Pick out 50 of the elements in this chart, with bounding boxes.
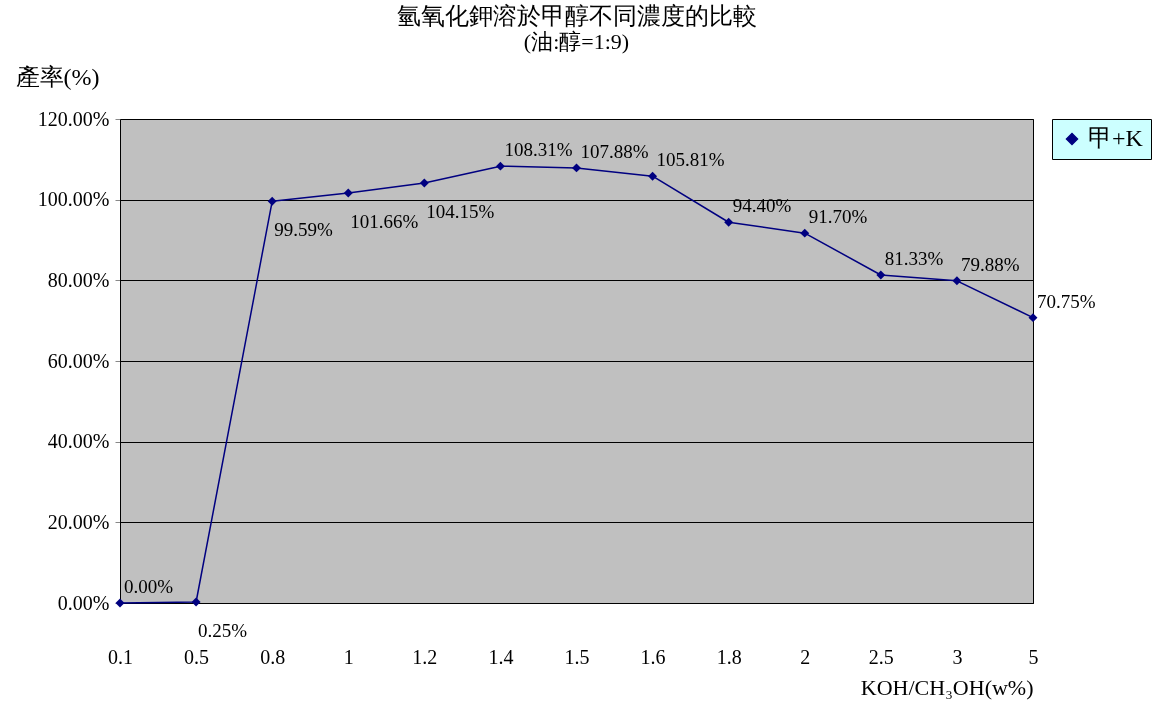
data-label: 104.15%: [426, 200, 495, 222]
x-tick-label: 1: [343, 645, 354, 668]
y-tick-label: 0.00%: [57, 591, 110, 614]
data-label: 107.88%: [580, 140, 649, 162]
point: [1028, 313, 1038, 323]
data-label: 99.59%: [274, 219, 333, 241]
legend-label: 甲+K: [1088, 125, 1144, 151]
x-tick-label: 1.6: [640, 645, 666, 668]
point: [191, 597, 201, 607]
data-label: 101.66%: [350, 210, 419, 232]
data-label: 0.25%: [198, 619, 248, 641]
point: [495, 161, 505, 171]
point: [648, 171, 658, 181]
point: [267, 196, 277, 206]
chart-title: 氫氧化鉀溶於甲醇不同濃度的比較: [396, 3, 757, 29]
y-tick-label: 40.00%: [47, 430, 110, 453]
x-tick-label: 0.8: [260, 645, 286, 668]
point: [115, 598, 125, 608]
y-tick-label: 60.00%: [47, 349, 110, 372]
data-label: 70.75%: [1037, 290, 1096, 312]
x-tick-label: 3: [952, 645, 963, 668]
x-tick-label: 0.5: [184, 645, 210, 668]
y-axis-title: 產率(%): [15, 63, 100, 90]
point: [419, 178, 429, 188]
data-label: 108.31%: [504, 139, 573, 161]
x-tick-label: 2: [800, 645, 811, 668]
point: [952, 276, 962, 286]
data-label: 79.88%: [960, 253, 1020, 275]
y-tick-label: 20.00%: [47, 510, 110, 533]
x-tick-label: 2.5: [868, 645, 894, 668]
chart-subtitle: (油:醇=1:9): [523, 29, 630, 54]
point: [724, 217, 734, 227]
y-tick-label: 120.00%: [37, 107, 110, 130]
y-tick-label: 80.00%: [47, 268, 110, 291]
point: [572, 163, 581, 173]
x-tick-label: 0.1: [108, 645, 133, 668]
data-label: 105.81%: [656, 149, 725, 171]
point: [800, 228, 810, 238]
point: [876, 270, 886, 280]
x-tick-label: 1.8: [716, 645, 742, 668]
x-tick-label: 1.4: [488, 645, 514, 668]
x-tick-label: 5: [1028, 645, 1039, 668]
x-tick-label: 1.2: [412, 645, 438, 668]
data-label: 0.00%: [124, 576, 174, 597]
x-axis-title: KOH/CH₃OH(w%): [860, 674, 1034, 700]
x-tick-label: 1.5: [564, 645, 590, 668]
data-label: 91.70%: [808, 206, 868, 228]
data-label: 81.33%: [884, 247, 944, 269]
y-tick-label: 100.00%: [37, 188, 110, 211]
point: [343, 188, 353, 198]
